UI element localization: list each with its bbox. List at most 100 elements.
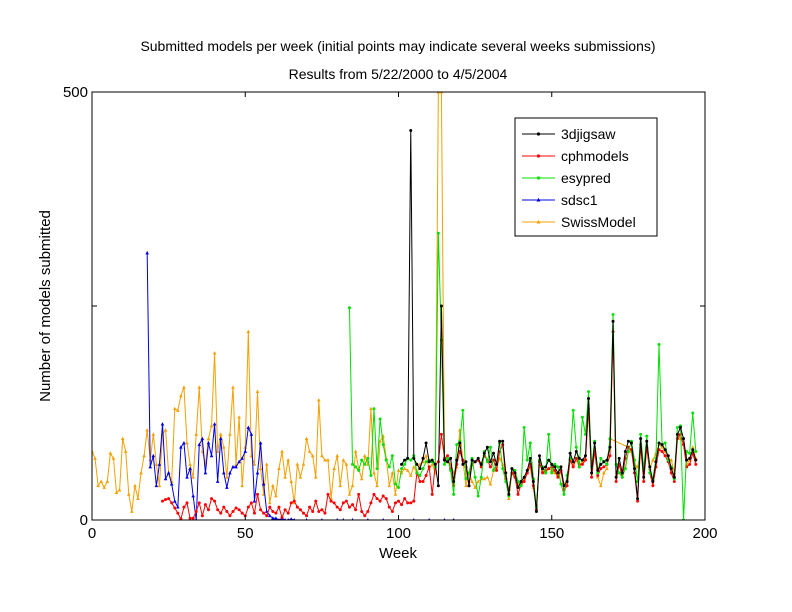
point-3djigsaw bbox=[470, 458, 474, 462]
point-swissmodel bbox=[185, 440, 189, 445]
point-swissmodel bbox=[151, 432, 156, 436]
point-cphmodels bbox=[492, 458, 496, 462]
point-esypred bbox=[485, 460, 489, 464]
point-esypred bbox=[587, 390, 591, 394]
point-cphmodels bbox=[375, 497, 379, 501]
point-swissmodel bbox=[408, 473, 413, 477]
point-3djigsaw bbox=[495, 462, 499, 466]
y-axis-label: Number of models submitted bbox=[37, 210, 54, 402]
point-3djigsaw bbox=[675, 432, 679, 436]
point-swissmodel bbox=[430, 462, 435, 466]
point-sdsc1 bbox=[255, 470, 260, 475]
point-cphmodels bbox=[403, 497, 407, 501]
chart-subtitle: Results from 5/22/2000 to 4/5/2004 bbox=[289, 66, 508, 82]
point-3djigsaw bbox=[550, 462, 554, 466]
point-3djigsaw bbox=[400, 462, 404, 466]
point-cphmodels bbox=[249, 501, 253, 505]
point-cphmodels bbox=[308, 505, 312, 509]
point-3djigsaw bbox=[577, 456, 581, 460]
point-esypred bbox=[571, 408, 575, 412]
point-3djigsaw bbox=[479, 462, 483, 466]
point-esypred bbox=[562, 492, 566, 496]
point-cphmodels bbox=[259, 508, 263, 512]
point-esypred bbox=[522, 426, 526, 430]
point-cphmodels bbox=[170, 501, 174, 505]
point-esypred bbox=[553, 462, 557, 466]
point-swissmodel bbox=[274, 494, 278, 498]
point-cphmodels bbox=[323, 511, 327, 515]
point-esypred bbox=[639, 432, 643, 436]
point-cphmodels bbox=[197, 501, 201, 505]
point-3djigsaw bbox=[544, 465, 548, 469]
point-cphmodels bbox=[590, 475, 594, 479]
point-cphmodels bbox=[188, 516, 192, 520]
point-3djigsaw bbox=[688, 456, 692, 460]
point-3djigsaw bbox=[427, 460, 431, 464]
point-esypred bbox=[442, 462, 446, 466]
point-3djigsaw bbox=[562, 484, 566, 488]
point-esypred bbox=[424, 460, 428, 464]
point-esypred bbox=[387, 465, 391, 469]
point-3djigsaw bbox=[528, 456, 532, 460]
point-swissmodel bbox=[179, 393, 183, 398]
point-cphmodels bbox=[216, 508, 220, 512]
point-cphmodels bbox=[344, 499, 348, 503]
point-3djigsaw bbox=[504, 471, 508, 475]
point-esypred bbox=[476, 494, 480, 498]
point-cphmodels bbox=[381, 494, 385, 498]
point-swissmodel bbox=[602, 470, 606, 475]
point-swissmodel bbox=[387, 483, 392, 488]
point-swissmodel bbox=[258, 466, 263, 471]
point-3djigsaw bbox=[430, 458, 434, 462]
point-sdsc1 bbox=[228, 470, 232, 475]
point-cphmodels bbox=[660, 450, 664, 454]
point-esypred bbox=[436, 231, 440, 235]
point-sdsc1 bbox=[160, 422, 165, 426]
point-3djigsaw bbox=[501, 439, 505, 443]
point-swissmodel bbox=[372, 470, 376, 475]
point-cphmodels bbox=[672, 479, 676, 483]
point-swissmodel bbox=[194, 432, 199, 436]
point-3djigsaw bbox=[580, 458, 584, 462]
x-tick-label: 150 bbox=[539, 525, 564, 542]
point-cphmodels bbox=[268, 505, 272, 509]
point-3djigsaw bbox=[605, 458, 609, 462]
point-sdsc1 bbox=[231, 464, 235, 469]
point-esypred bbox=[354, 465, 358, 469]
point-3djigsaw bbox=[513, 471, 517, 475]
point-cphmodels bbox=[160, 499, 164, 503]
point-swissmodel bbox=[117, 488, 122, 492]
point-sdsc1 bbox=[188, 466, 192, 471]
point-esypred bbox=[525, 458, 529, 462]
legend-label: sdsc1 bbox=[561, 192, 598, 208]
point-3djigsaw bbox=[485, 445, 489, 449]
point-3djigsaw bbox=[541, 467, 545, 471]
x-tick-label: 0 bbox=[88, 525, 96, 542]
series-layer bbox=[92, 92, 698, 520]
point-esypred bbox=[369, 473, 373, 477]
point-3djigsaw bbox=[449, 456, 453, 460]
point-esypred bbox=[544, 471, 548, 475]
point-sdsc1 bbox=[237, 459, 241, 464]
point-3djigsaw bbox=[553, 465, 557, 469]
point-cphmodels bbox=[488, 465, 492, 469]
point-swissmodel bbox=[341, 458, 346, 462]
point-cphmodels bbox=[651, 484, 655, 488]
point-esypred bbox=[384, 458, 388, 462]
point-3djigsaw bbox=[623, 450, 627, 454]
point-esypred bbox=[393, 482, 397, 486]
point-swissmodel bbox=[163, 428, 168, 432]
point-3djigsaw bbox=[507, 492, 511, 496]
point-cphmodels bbox=[369, 501, 373, 505]
point-cphmodels bbox=[427, 465, 431, 469]
legend-marker bbox=[536, 132, 541, 136]
point-swissmodel bbox=[326, 458, 330, 462]
point-cphmodels bbox=[301, 511, 305, 515]
point-3djigsaw bbox=[436, 484, 440, 488]
point-esypred bbox=[390, 454, 394, 458]
point-esypred bbox=[577, 465, 581, 469]
point-3djigsaw bbox=[418, 467, 422, 471]
point-sdsc1 bbox=[234, 464, 238, 469]
point-3djigsaw bbox=[590, 471, 594, 475]
legend: 3djigsaw cphmodels esypred sdsc1 SwissModel bbox=[514, 117, 658, 237]
